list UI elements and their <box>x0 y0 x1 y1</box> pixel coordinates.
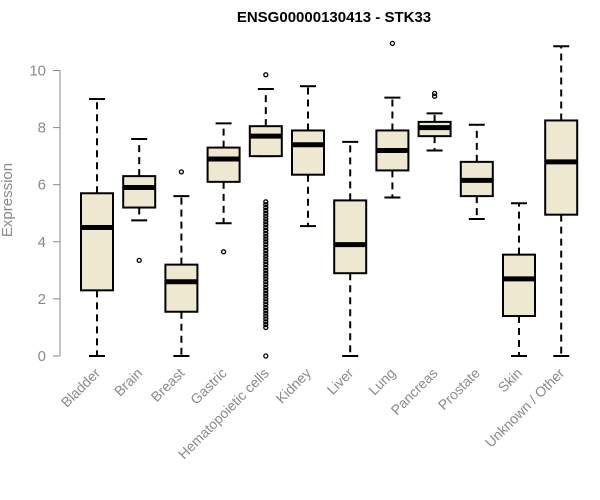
x-tick-label: Kidney <box>273 365 315 407</box>
box-group-breast <box>164 169 199 357</box>
box-group-gastric <box>206 122 241 255</box>
outlier-point <box>263 216 269 222</box>
x-tick-label: Prostate <box>435 365 483 413</box>
box-group-bladder <box>80 98 114 357</box>
outlier-point <box>431 93 438 99</box>
iqr-box <box>248 125 283 158</box>
iqr-box <box>206 146 241 183</box>
box-group-unknown-other <box>544 45 579 357</box>
y-tick-label: 6 <box>38 177 46 194</box>
outlier-point <box>263 301 269 308</box>
outlier-point <box>431 90 438 96</box>
iqr-box <box>164 263 199 313</box>
outlier-point <box>263 256 269 262</box>
outlier-point <box>263 250 269 256</box>
outlier-point <box>263 72 269 78</box>
outlier-point <box>263 284 269 291</box>
outlier-point <box>263 353 269 359</box>
x-tick-label: Lung <box>365 365 398 398</box>
box-group-brain <box>122 138 157 264</box>
outlier-point <box>263 321 269 328</box>
outlier-point <box>263 219 269 225</box>
outlier-point <box>263 213 269 219</box>
box-group-pancreas <box>417 90 452 152</box>
outlier-point <box>263 310 269 316</box>
outlier-point <box>263 276 269 282</box>
outlier-point <box>263 239 269 245</box>
outlier-point <box>263 304 269 311</box>
iqr-box <box>122 175 157 209</box>
outlier-point <box>263 270 269 276</box>
outlier-point <box>263 296 269 302</box>
box-group-hematopoietic-cells <box>248 72 283 359</box>
outlier-point <box>263 307 269 313</box>
y-tick-label: 2 <box>38 291 46 308</box>
outlier-point <box>263 242 269 248</box>
outlier-point <box>263 324 269 331</box>
outlier-point <box>263 281 269 288</box>
x-tick-label: Skin <box>495 365 526 396</box>
outlier-point <box>263 259 269 265</box>
outlier-point <box>263 273 269 279</box>
box-group-prostate <box>459 123 494 220</box>
outlier-point <box>263 279 269 285</box>
iqr-box <box>333 199 368 275</box>
outlier-point <box>263 210 269 216</box>
outlier-point <box>263 287 269 293</box>
outlier-point <box>263 316 269 322</box>
outlier-point <box>220 249 227 255</box>
chart-title: ENSG00000130413 - STK33 <box>237 9 431 26</box>
box-group-kidney <box>291 85 325 228</box>
box-group-skin <box>502 202 536 357</box>
outlier-point <box>263 224 269 231</box>
y-axis: 0 2 4 6 8 10 <box>29 63 61 365</box>
outlier-point <box>136 257 142 264</box>
y-tick-label: 8 <box>38 120 46 137</box>
outlier-point <box>263 199 269 205</box>
outlier-point <box>263 313 269 319</box>
x-tick-label: Bladder <box>58 365 104 411</box>
outlier-point <box>263 244 269 251</box>
iqr-box <box>502 253 536 318</box>
iqr-box <box>80 192 114 292</box>
x-tick-label: Unknown / Other <box>482 365 568 451</box>
iqr-box <box>544 119 579 216</box>
outlier-point <box>263 204 269 211</box>
outlier-point <box>263 299 269 305</box>
y-tick-label: 4 <box>38 234 46 251</box>
outlier-point <box>263 319 269 325</box>
outlier-point <box>263 202 269 208</box>
outlier-point <box>263 247 269 254</box>
boxes <box>80 40 579 359</box>
y-tick-label: 10 <box>29 63 46 80</box>
outlier-point <box>263 227 269 234</box>
outlier-point <box>263 230 269 236</box>
x-tick-label: Liver <box>324 365 357 398</box>
x-tick-label: Brain <box>111 365 145 399</box>
x-tick-label: Breast <box>148 365 188 405</box>
outlier-point <box>263 233 269 239</box>
outlier-point <box>263 267 269 274</box>
outlier-point <box>263 290 269 296</box>
outlier-point <box>263 253 269 259</box>
outlier-point <box>389 40 396 47</box>
outlier-point <box>263 222 269 228</box>
y-tick-label: 0 <box>38 348 46 365</box>
box-group-liver <box>333 140 368 357</box>
outlier-point <box>178 169 185 175</box>
outlier-point <box>263 207 269 214</box>
y-axis-label: Expression <box>0 163 16 237</box>
outlier-point <box>263 293 269 299</box>
x-tick-label: Pancreas <box>388 365 441 418</box>
outlier-point <box>263 236 269 242</box>
box-group-lung <box>375 40 410 199</box>
iqr-box <box>291 129 325 176</box>
outlier-point <box>263 264 269 271</box>
outlier-point <box>263 261 269 268</box>
